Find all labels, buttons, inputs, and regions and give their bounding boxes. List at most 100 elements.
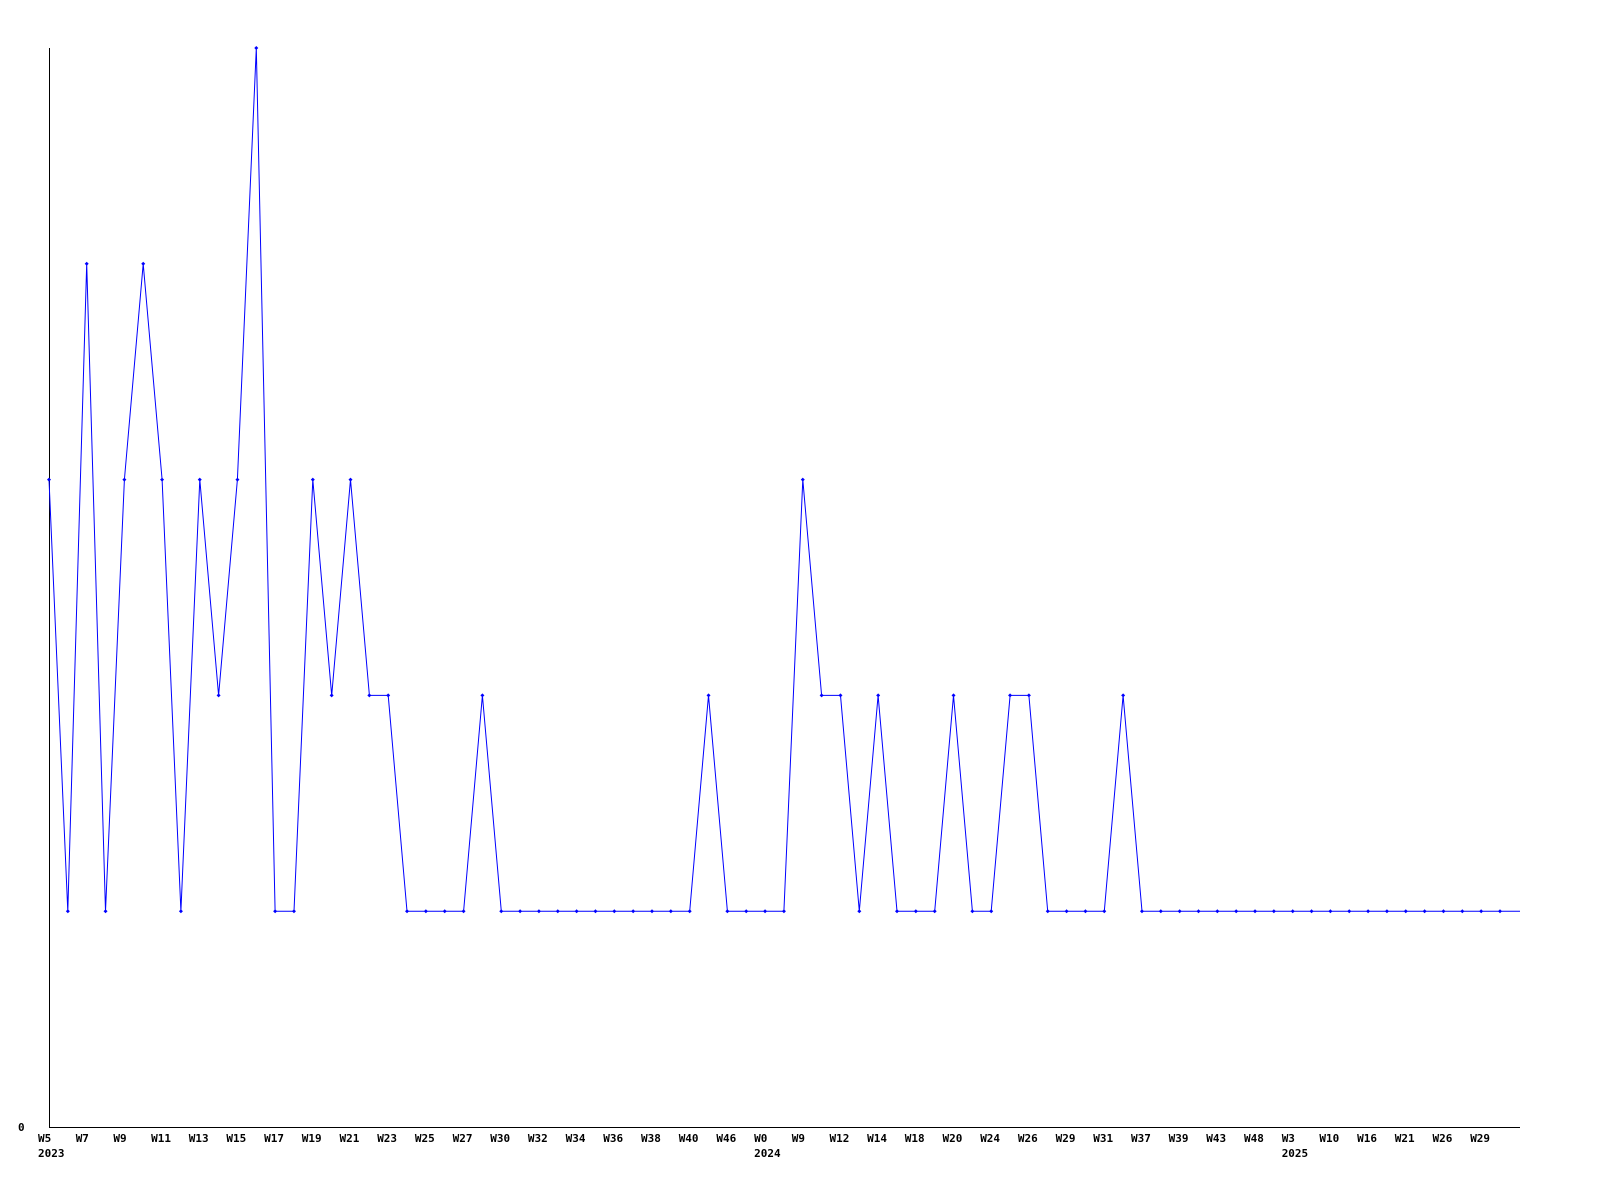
data-point [1121, 693, 1126, 698]
data-point [536, 909, 541, 914]
x-tick-label: W7 [76, 1132, 89, 1145]
data-point [1347, 909, 1352, 914]
x-tick-label: W27 [453, 1132, 473, 1145]
data-point [781, 909, 786, 914]
data-point [838, 693, 843, 698]
x-tick-label: W43 [1206, 1132, 1226, 1145]
data-point [1102, 909, 1107, 914]
data-point [668, 909, 673, 914]
x-tick-label: W9 [113, 1132, 126, 1145]
data-point [1215, 909, 1220, 914]
data-point [1045, 909, 1050, 914]
x-tick-label: W15 [226, 1132, 246, 1145]
data-point [103, 909, 108, 914]
x-tick-label: W48 [1244, 1132, 1264, 1145]
data-point [1460, 909, 1465, 914]
data-point [725, 909, 730, 914]
data-point [555, 909, 560, 914]
x-tick-label: W29 [1056, 1132, 1076, 1145]
data-point [763, 909, 768, 914]
data-point [970, 909, 975, 914]
data-point [405, 909, 410, 914]
x-tick-label: W21 [1395, 1132, 1415, 1145]
data-point [593, 909, 598, 914]
data-point [216, 693, 221, 698]
data-point [800, 477, 805, 482]
data-point [1083, 909, 1088, 914]
data-point [1158, 909, 1163, 914]
data-point [423, 909, 428, 914]
data-point [499, 909, 504, 914]
data-point [989, 909, 994, 914]
y-tick-label: 0 [18, 1121, 25, 1134]
data-point [518, 909, 523, 914]
data-point [932, 909, 937, 914]
data-point [876, 693, 881, 698]
data-point [1479, 909, 1484, 914]
data-point [1441, 909, 1446, 914]
data-point [47, 477, 51, 482]
data-point [1403, 909, 1408, 914]
data-point [291, 909, 296, 914]
x-tick-label: W38 [641, 1132, 661, 1145]
data-point [1234, 909, 1239, 914]
data-point [650, 909, 655, 914]
x-tick-label: W26 [1433, 1132, 1453, 1145]
data-point [310, 477, 315, 482]
data-point [819, 693, 824, 698]
data-point [1008, 693, 1013, 698]
series-line [48, 47, 1520, 912]
data-point [1309, 909, 1314, 914]
data-point [631, 909, 636, 914]
x-tick-label: W39 [1169, 1132, 1189, 1145]
x-tick-label: W5 [38, 1132, 51, 1145]
x-tick-label: W21 [340, 1132, 360, 1145]
x-tick-label: W18 [905, 1132, 925, 1145]
data-point [480, 693, 485, 698]
data-point [386, 693, 391, 698]
data-point [687, 909, 692, 914]
data-point [1139, 909, 1144, 914]
data-point [1384, 909, 1389, 914]
x-tick-label: W30 [490, 1132, 510, 1145]
data-point [442, 909, 447, 914]
data-point [913, 909, 918, 914]
x-tick-label: W9 [792, 1132, 805, 1145]
data-point [1064, 909, 1069, 914]
x-tick-label: W13 [189, 1132, 209, 1145]
data-point [1290, 909, 1295, 914]
data-point [122, 477, 127, 482]
data-point [1498, 909, 1502, 914]
x-tick-label: W20 [943, 1132, 963, 1145]
data-point [1196, 909, 1201, 914]
data-point [1328, 909, 1333, 914]
data-point [235, 477, 240, 482]
data-point [84, 261, 89, 266]
data-point [1026, 693, 1031, 698]
data-point [160, 477, 165, 482]
data-point [178, 909, 183, 914]
year-label: 2025 [1282, 1147, 1309, 1160]
x-tick-label: W3 [1282, 1132, 1295, 1145]
data-point [857, 909, 862, 914]
data-point [141, 261, 146, 266]
x-tick-label: W25 [415, 1132, 435, 1145]
data-point [1422, 909, 1427, 914]
data-point [273, 909, 278, 914]
x-tick-label: W46 [716, 1132, 736, 1145]
x-tick-label: W34 [566, 1132, 586, 1145]
data-point [574, 909, 579, 914]
x-tick-label: W11 [151, 1132, 171, 1145]
x-tick-label: W12 [830, 1132, 850, 1145]
data-point [894, 909, 899, 914]
x-tick-label: W14 [867, 1132, 887, 1145]
data-point [951, 693, 956, 698]
x-tick-label: W16 [1357, 1132, 1377, 1145]
x-tick-label: W17 [264, 1132, 284, 1145]
x-tick-label: W10 [1319, 1132, 1339, 1145]
data-point [706, 693, 711, 698]
data-point [1366, 909, 1371, 914]
data-point [348, 477, 353, 482]
data-point [1253, 909, 1258, 914]
